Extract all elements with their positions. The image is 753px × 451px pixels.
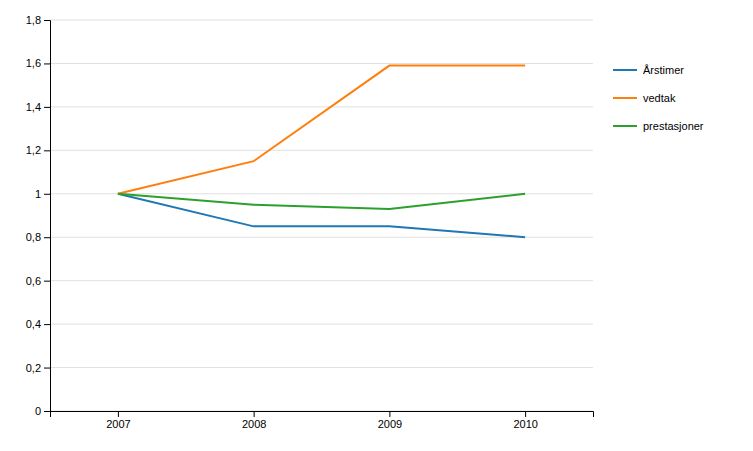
axis-line — [51, 412, 594, 418]
grid-line — [50, 20, 593, 21]
grid — [50, 20, 593, 411]
marks — [118, 66, 525, 238]
tick-mark — [44, 20, 50, 21]
tick: 0,4 — [26, 318, 50, 330]
tick-label: 1,2 — [26, 144, 41, 156]
plot: 2007 2008 2009 2010 0 0,2 0,4 0,6 0,8 1 1,2 1,4 1,6 1… — [26, 14, 594, 430]
x-axis: 2007 2008 2009 2010 — [51, 411, 594, 430]
tick: 0,6 — [26, 275, 50, 287]
chart: 2007 2008 2009 2010 0 0,2 0,4 0,6 0,8 1 1,2 1,4 1,6 1… — [0, 0, 753, 451]
tick-label: 0 — [35, 405, 41, 417]
tick-mark — [44, 281, 50, 282]
tick: 1,6 — [26, 57, 50, 69]
tick: 2007 — [106, 411, 130, 430]
tick-label: 2007 — [106, 418, 130, 430]
tick-mark — [254, 411, 255, 417]
tick-label: 0,2 — [26, 362, 41, 374]
tick: 1,8 — [26, 14, 50, 26]
tick-mark — [44, 150, 50, 151]
legend-swatch — [613, 97, 637, 99]
tick-mark — [44, 194, 50, 195]
tick: 2008 — [242, 411, 266, 430]
tick-label: 0,8 — [26, 231, 41, 243]
tick-label: 1,6 — [26, 57, 41, 69]
legend-label: vedtak — [643, 92, 676, 104]
tick: 1,2 — [26, 144, 50, 156]
tick-label: 0,4 — [26, 318, 41, 330]
series-line — [118, 66, 525, 194]
grid-line — [50, 150, 593, 151]
series-line — [118, 194, 525, 209]
tick-label: 2008 — [242, 418, 266, 430]
tick-mark — [389, 411, 390, 417]
tick-label: 1,4 — [26, 101, 41, 113]
tick: 0,8 — [26, 231, 50, 243]
legend-swatch — [613, 69, 637, 71]
tick: 2010 — [513, 411, 537, 430]
axis-line — [44, 21, 51, 412]
grid-line — [50, 63, 593, 64]
legend-item: Årstimer — [613, 64, 684, 76]
tick-mark — [44, 411, 50, 412]
tick: 0 — [35, 405, 50, 417]
tick-label: 2010 — [513, 418, 537, 430]
grid-line — [50, 324, 593, 325]
tick-label: 1 — [35, 188, 41, 200]
tick-mark — [118, 411, 119, 417]
legend: Årstimer vedtak prestasjoner — [613, 64, 704, 132]
tick: 2009 — [378, 411, 402, 430]
tick-mark — [44, 324, 50, 325]
grid-line — [50, 106, 593, 107]
legend-item: prestasjoner — [613, 120, 704, 132]
legend-item: vedtak — [613, 92, 676, 104]
legend-swatch — [613, 125, 637, 127]
tick: 1,4 — [26, 101, 50, 113]
tick-label: 0,6 — [26, 275, 41, 287]
tick: 1 — [35, 188, 50, 200]
tick-mark — [44, 63, 50, 64]
series-line — [118, 194, 525, 237]
tick-mark — [44, 237, 50, 238]
tick-mark — [525, 411, 526, 417]
tick-label: 2009 — [378, 418, 402, 430]
tick-mark — [44, 107, 50, 108]
tick-label: 1,8 — [26, 14, 41, 26]
tick: 0,2 — [26, 362, 50, 374]
grid-line — [50, 367, 593, 368]
grid-line — [50, 280, 593, 281]
legend-label: Årstimer — [643, 64, 684, 76]
y-axis: 0 0,2 0,4 0,6 0,8 1 1,2 1,4 1,6 1,8 — [26, 14, 51, 417]
legend-label: prestasjoner — [643, 120, 704, 132]
tick-mark — [44, 368, 50, 369]
